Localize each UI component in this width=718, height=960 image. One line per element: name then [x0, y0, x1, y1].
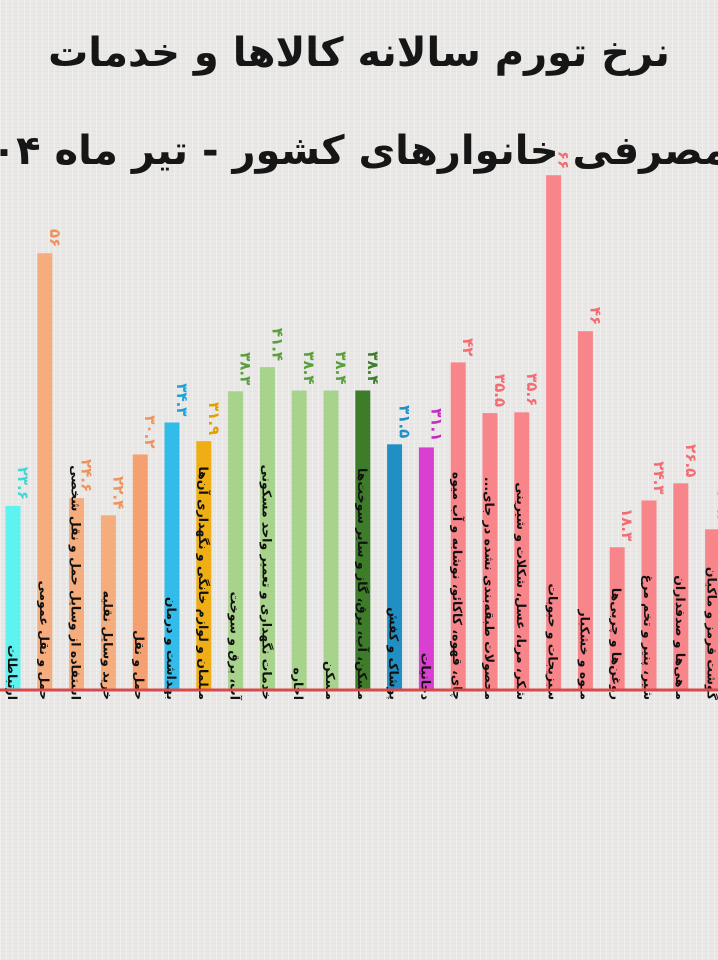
category-label: مبلمان و لوازم خانگی و نگهداری آن‌ها [195, 466, 211, 700]
bar-value-label: ۳۱.۹ [205, 402, 223, 435]
category-label: دخانیات [418, 653, 433, 700]
bar [482, 413, 498, 690]
bar [577, 331, 593, 690]
category-label: سبزیجات و حبوبات [546, 584, 561, 701]
category-label: مسکن [323, 661, 338, 700]
category-label: ارتباطات [5, 645, 20, 700]
bar [164, 422, 180, 690]
category-label: محصولات طبقه‌بندی نشده در جای... [482, 477, 497, 700]
bar-value-label: ۳۵.۵ [491, 374, 509, 407]
bar-value-label: ۲۶.۵ [682, 444, 700, 477]
bar-value-label: ۳۴.۳ [173, 383, 191, 416]
bar-value-label: ۳۸.۴ [300, 351, 318, 384]
bar [514, 412, 530, 690]
bar-value-label: ۱۸.۳ [618, 508, 636, 541]
bar [291, 390, 307, 690]
bar [418, 447, 434, 690]
bar [609, 547, 625, 690]
category-label: حمل و نقل [132, 630, 147, 700]
category-label: مسکن، آب، برق، گاز و سایر سوخت‌ها [355, 468, 370, 700]
bar [69, 498, 85, 690]
bar-value-label: ۳۸.۴ [332, 351, 350, 384]
bar [259, 367, 275, 690]
category-label: میوه و خشکبار [577, 608, 592, 700]
bar-value-label: ۵۶ [46, 229, 64, 247]
category-label: شیر، پنیر و تخم مرغ [641, 575, 656, 700]
bar-value-label: ۴۲ [459, 338, 477, 356]
category-label: چای، قهوه، کاکائو، نوشابه و آب میوه [450, 472, 465, 700]
bar [323, 390, 339, 690]
bar-value-label: ۶۶ [555, 151, 573, 169]
chart-title-line-1: نرخ تورم سالانه کالاها و خدمات [48, 30, 670, 76]
category-label: استفاده از وسایل حمل و نقل شخصی [69, 465, 84, 700]
category-label: اجاره [291, 667, 306, 700]
bar [5, 505, 21, 690]
bar-value-label: ۳۱.۵ [396, 405, 414, 438]
bar-value-label: ۳۵.۶ [523, 373, 541, 406]
bar-value-label: ۲۰.۶ [714, 490, 718, 523]
bar-value-label: ۴۶ [586, 307, 604, 325]
bar-value-label: ۳۱.۱ [427, 408, 445, 441]
bar [450, 362, 466, 690]
bar [196, 441, 212, 690]
bar [387, 444, 403, 690]
bar [100, 515, 116, 690]
bar-value-label: ۳۸.۴ [364, 351, 382, 384]
bar-value-label: ۳۸.۳ [237, 352, 255, 385]
category-label: خرید وسایل نقلیه [100, 591, 115, 701]
bar [37, 253, 53, 690]
category-label: پوشاک و کفش [387, 607, 402, 700]
category-label: بهداشت و درمان [164, 597, 179, 700]
bar-value-label: ۲۴.۶ [78, 459, 96, 492]
category-label: خدمات نگهداری و تعمیر واحد مسکونی [259, 465, 274, 700]
category-label: حمل و نقل عمومی [37, 581, 52, 700]
bar [673, 483, 689, 690]
bar-value-label: ۲۴.۳ [650, 461, 668, 494]
bar [355, 390, 371, 690]
bar [132, 454, 148, 690]
bar [546, 175, 562, 690]
category-label: روغن‌ها و چربی‌ها [609, 588, 624, 700]
bar [641, 500, 657, 690]
category-label: شکر، مربا، عسل، شکلات و شیرینی [514, 482, 529, 700]
category-label: گوشت قرمز و ماکیان [705, 567, 718, 701]
bar-value-label: ۴۱.۴ [268, 328, 286, 361]
bar [705, 529, 718, 690]
category-label: آب، برق و سوخت [228, 592, 243, 701]
bar-value-label: ۲۲.۴ [109, 476, 127, 509]
category-label: ماهی‌ها و صدفداران [673, 575, 688, 700]
bar [228, 391, 244, 690]
bar-value-label: ۳۰.۲ [141, 415, 159, 448]
bar-value-label: ۲۳.۶ [14, 467, 32, 500]
chart-title-line-2: مصرفی خانوارهای کشور - تیر ماه ۰۴ [0, 128, 718, 174]
